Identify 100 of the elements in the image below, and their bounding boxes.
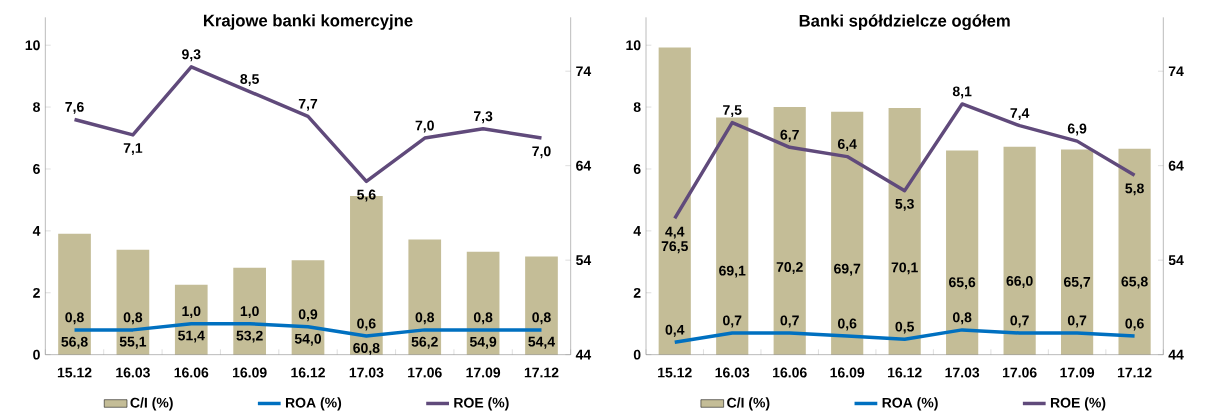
- data-label: 6,7: [780, 129, 799, 142]
- x-tick-label: 16.09: [233, 367, 267, 378]
- y-tick-label: 8: [33, 102, 40, 113]
- data-label: 53,2: [236, 330, 263, 343]
- y-tick-label: 6: [633, 164, 641, 174]
- y2-tick-label: 74: [1168, 66, 1184, 76]
- legend-label: C/I (%): [727, 397, 770, 411]
- data-label: 0,8: [123, 312, 143, 325]
- y-tick-label: 4: [633, 226, 641, 236]
- legend-label: ROA (%): [285, 397, 342, 411]
- data-label: 4,4: [665, 226, 685, 239]
- x-tick-label: 15.12: [658, 367, 692, 378]
- y2-tick-label: 54: [1168, 255, 1184, 266]
- x-tick-label: 17.12: [524, 367, 559, 378]
- data-label: 65,7: [1063, 276, 1091, 289]
- data-label: 56,2: [411, 336, 438, 349]
- data-label: 7,0: [415, 120, 434, 133]
- data-label: 1,0: [240, 306, 259, 319]
- y2-tick-label: 44: [575, 349, 592, 360]
- y-tick-label: 2: [33, 287, 40, 298]
- data-label: 0,7: [1010, 315, 1029, 328]
- y2-tick-label: 54: [576, 255, 592, 266]
- y-tick-label: 2: [633, 287, 641, 298]
- x-tick-label: 15.12: [57, 367, 92, 378]
- data-label: 7,3: [473, 111, 493, 124]
- y-tick-label: 0: [633, 349, 641, 360]
- data-label: 0,6: [838, 318, 857, 331]
- data-label: 51,4: [178, 330, 205, 343]
- data-label: 6,4: [837, 139, 857, 151]
- x-tick-label: 16.06: [174, 367, 209, 378]
- legend-label: ROE (%): [1050, 397, 1106, 411]
- x-tick-label: 16.12: [291, 367, 325, 378]
- data-label: 69,7: [834, 263, 861, 276]
- x-tick-label: 17.12: [1117, 367, 1152, 378]
- data-label: 1,0: [182, 306, 201, 319]
- data-label: 0,6: [357, 318, 376, 331]
- data-label: 8,1: [952, 86, 972, 99]
- chart-title: Banki spółdzielcze ogółem: [799, 14, 1010, 31]
- x-tick-label: 17.03: [349, 367, 384, 378]
- y-tick-label: 4: [32, 226, 41, 236]
- y2-tick-label: 44: [1168, 349, 1184, 360]
- y-tick-label: 0: [33, 349, 40, 360]
- x-tick-label: 16.09: [830, 367, 865, 378]
- x-tick-label: 17.06: [1002, 367, 1037, 378]
- chart-title: Krajowe banki komercyjne: [203, 14, 413, 30]
- y2-tick-label: 74: [576, 66, 592, 76]
- data-label: 55,1: [119, 336, 147, 349]
- y-tick-label: 6: [33, 164, 40, 174]
- data-label: 5,6: [357, 189, 376, 202]
- legend-label: ROA (%): [882, 397, 938, 411]
- data-label: 5,3: [895, 198, 914, 211]
- x-tick-label: 17.09: [1060, 367, 1095, 378]
- data-label: 54,9: [469, 336, 497, 349]
- data-label: 8,5: [240, 74, 259, 87]
- data-label: 0,7: [780, 315, 799, 328]
- data-label: 0,7: [723, 315, 742, 328]
- data-label: 54,4: [528, 336, 556, 349]
- data-label: 56,8: [61, 336, 88, 349]
- x-tick-label: 16.03: [116, 367, 150, 378]
- data-label: 5,8: [1125, 183, 1144, 196]
- data-label: 69,1: [719, 265, 746, 278]
- data-label: 65,8: [1121, 276, 1148, 289]
- data-label: 7,1: [123, 143, 143, 155]
- data-label: 0,7: [1067, 315, 1087, 328]
- data-label: 0,4: [665, 324, 685, 337]
- data-label: 6,9: [1067, 123, 1087, 136]
- data-label: 60,8: [353, 343, 380, 355]
- data-label: 70,1: [891, 262, 918, 275]
- data-label: 0,8: [65, 312, 84, 325]
- data-label: 0,5: [895, 321, 914, 334]
- y2-tick-label: 64: [576, 160, 592, 171]
- data-label: 0,9: [298, 309, 318, 322]
- data-label: 0,8: [473, 312, 493, 325]
- y-tick-label: 10: [626, 40, 641, 51]
- x-tick-label: 17.03: [945, 367, 980, 378]
- legend-label: ROE (%): [454, 397, 509, 411]
- data-label: 7,0: [532, 146, 551, 159]
- data-label: 0,8: [952, 312, 972, 325]
- x-tick-label: 17.06: [408, 367, 442, 378]
- data-label: 7,4: [1010, 108, 1030, 121]
- data-label: 0,6: [1125, 318, 1144, 331]
- data-label: 66,0: [1006, 275, 1033, 288]
- x-tick-label: 16.06: [773, 367, 807, 378]
- x-tick-label: 16.12: [888, 367, 922, 378]
- data-label: 65,6: [949, 277, 976, 290]
- data-label: 9,3: [182, 49, 201, 62]
- y-tick-label: 10: [25, 40, 40, 51]
- x-tick-label: 16.03: [715, 367, 750, 378]
- data-label: 70,2: [776, 262, 803, 274]
- y-tick-label: 8: [633, 102, 641, 113]
- data-label: 0,8: [532, 312, 551, 325]
- data-label: 7,5: [723, 105, 742, 117]
- y2-tick-label: 64: [1168, 160, 1184, 171]
- data-label: 0,8: [415, 312, 435, 325]
- data-label: 54,0: [294, 333, 322, 346]
- data-label: 7,6: [65, 101, 84, 114]
- data-label: 7,7: [298, 98, 318, 111]
- x-tick-label: 17.09: [466, 367, 501, 378]
- data-label: 76,5: [661, 241, 688, 254]
- legend-label: C/I (%): [130, 397, 173, 411]
